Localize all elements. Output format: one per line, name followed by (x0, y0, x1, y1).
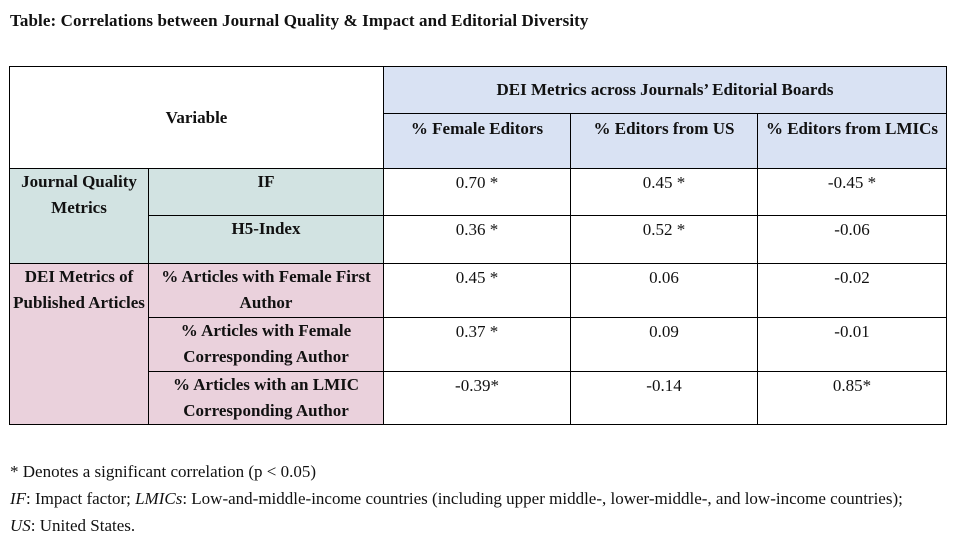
column-header-editors-us: % Editors from US (570, 113, 758, 169)
column-header-female-editors: % Female Editors (383, 113, 571, 169)
value-cell: -0.39* (383, 371, 571, 425)
group-header: DEI Metrics across Journals’ Editorial B… (383, 66, 947, 114)
variable-cell: % Articles with Female Corresponding Aut… (148, 317, 384, 372)
group-label-dei: DEI Metrics of Published Articles (9, 263, 149, 425)
value-cell: 0.37 * (383, 317, 571, 372)
table-row: % Articles with Female Corresponding Aut… (10, 317, 947, 372)
value-cell: -0.06 (757, 215, 947, 264)
significance-note: * Denotes a significant correlation (p <… (10, 462, 317, 481)
value-cell: 0.06 (570, 263, 758, 318)
variable-cell: IF (148, 168, 384, 216)
abbr-lmic: LMICs (135, 489, 183, 508)
value-cell: -0.01 (757, 317, 947, 372)
value-cell: 0.85* (757, 371, 947, 425)
correlation-table: Variable DEI Metrics across Journals’ Ed… (9, 66, 947, 425)
value-cell: -0.45 * (757, 168, 947, 216)
table-footnotes: * Denotes a significant correlation (p <… (10, 458, 910, 539)
variable-cell: % Articles with Female First Author (148, 263, 384, 318)
column-header-editors-lmic: % Editors from LMICs (757, 113, 947, 169)
table-title: Table: Correlations between Journal Qual… (10, 11, 589, 30)
value-cell: -0.14 (570, 371, 758, 425)
table-row: Journal Quality Metrics IF 0.70 * 0.45 *… (9, 168, 947, 264)
abbr-if: IF (10, 489, 27, 508)
value-cell: 0.70 * (383, 168, 571, 216)
value-cell: 0.45 * (383, 263, 571, 318)
value-cell: 0.36 * (383, 215, 571, 264)
variable-cell: H5-Index (148, 215, 384, 264)
value-cell: 0.09 (570, 317, 758, 372)
variable-cell: % Articles with an LMIC Corresponding Au… (148, 371, 384, 425)
abbr-if-definition: : Impact factor; (26, 489, 136, 508)
table-row: DEI Metrics of Published Articles % Arti… (9, 263, 947, 425)
abbr-us: US (10, 516, 31, 535)
abbreviation-note: IF: Impact factor; LMICs: Low-and-middle… (10, 485, 910, 539)
value-cell: 0.45 * (570, 168, 758, 216)
value-cell: 0.52 * (570, 215, 758, 264)
group-label-quality: Journal Quality Metrics (9, 168, 149, 264)
abbr-us-definition: : United States. (30, 516, 136, 535)
abbr-lmic-definition: : Low-and-middle-income countries (inclu… (182, 489, 903, 508)
variable-header: Variable (9, 66, 384, 169)
table-row: % Articles with an LMIC Corresponding Au… (10, 371, 947, 425)
value-cell: -0.02 (757, 263, 947, 318)
table-row: H5-Index 0.36 * 0.52 * -0.06 (10, 215, 947, 264)
